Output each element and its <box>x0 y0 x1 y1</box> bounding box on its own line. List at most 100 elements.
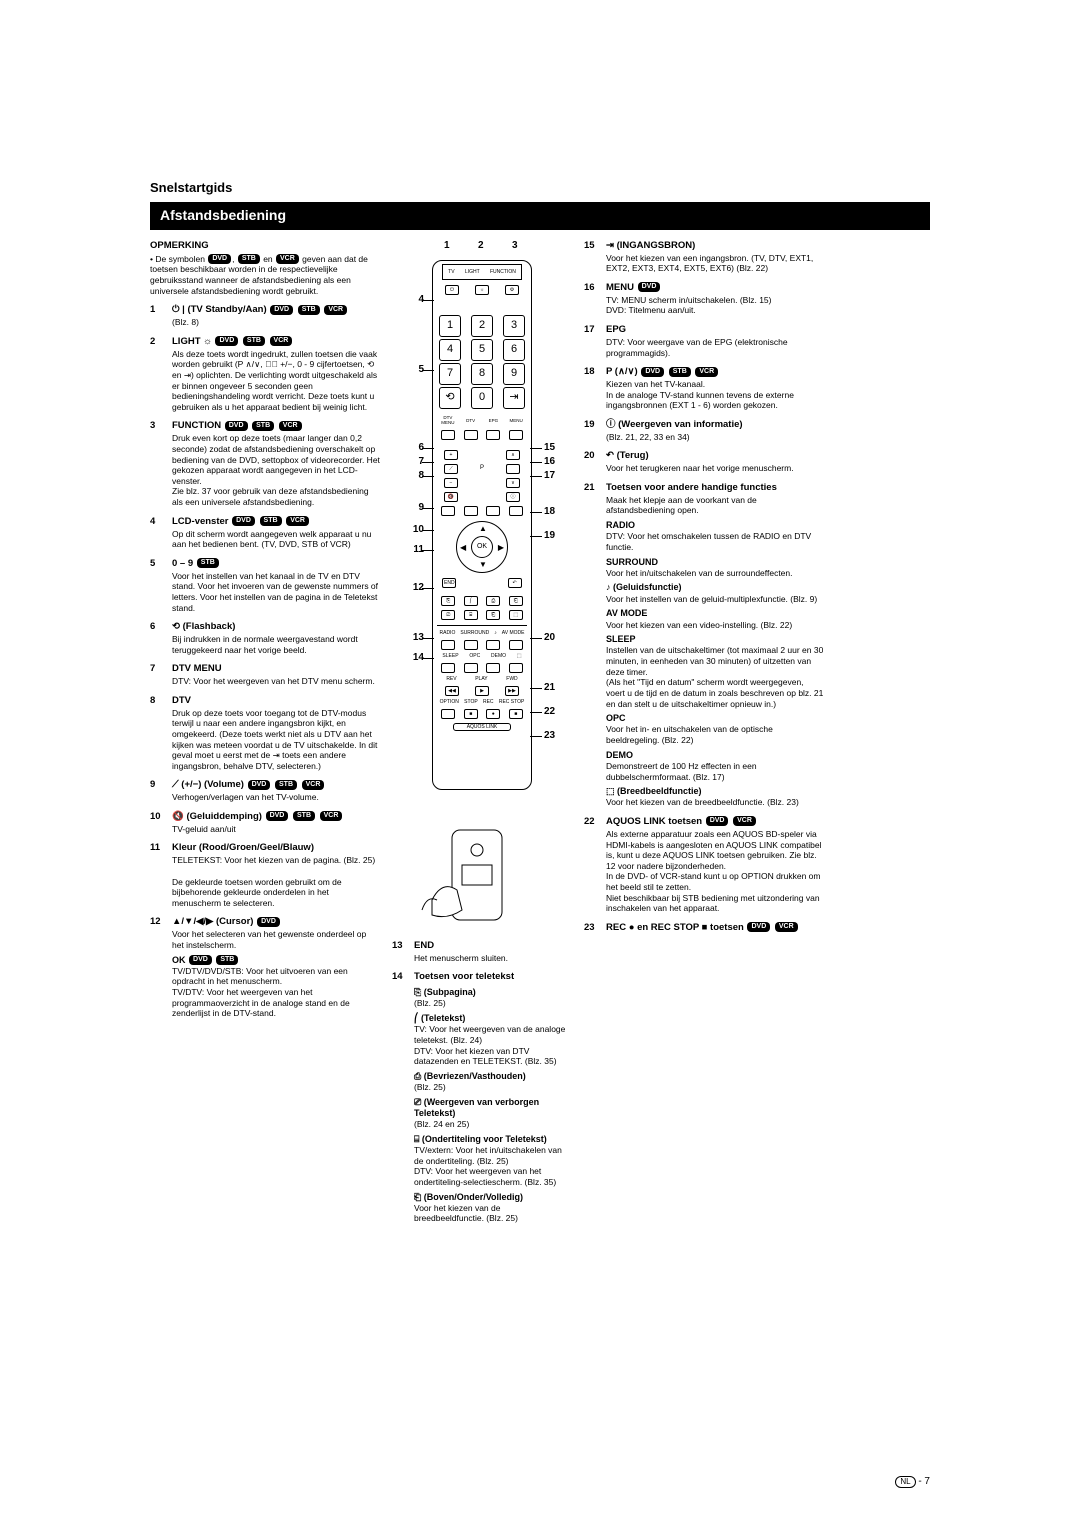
item-desc: Voor het selecteren van het gewenste ond… <box>172 929 380 950</box>
sub-item: OK DVD STB TV/DTV/DVD/STB: Voor het uitv… <box>172 955 380 1019</box>
item-title: END <box>414 940 572 952</box>
item-desc: DTV: Voor het weergeven van het DTV menu… <box>172 676 380 687</box>
item-title: ⓘ (Weergeven van informatie) <box>606 419 824 431</box>
item-desc: Verhogen/verlagen van het TV-volume. <box>172 792 380 803</box>
sub-desc: (Blz. 25) <box>414 998 572 1009</box>
leader <box>530 476 542 477</box>
callout-1: 1 <box>444 240 450 253</box>
item-desc: Als externe apparatuur zoals een AQUOS B… <box>606 829 824 914</box>
leader <box>530 688 542 689</box>
badge-vcr: VCR <box>276 254 299 264</box>
sub-desc: Voor het kiezen van een video-instelling… <box>606 620 824 631</box>
badge: VCR <box>270 336 293 346</box>
item-23: 23 REC ● en REC STOP ■ toetsen DVD VCR <box>584 922 824 935</box>
remote-color-btns <box>433 504 531 518</box>
callout-6: 6 <box>394 442 424 455</box>
callout-3: 3 <box>512 240 518 253</box>
badge: DVD <box>257 917 280 927</box>
item-title: 0 – 9 STB <box>172 558 380 570</box>
sub-desc: (Blz. 25) <box>414 1082 572 1093</box>
badge: DVD <box>225 421 248 431</box>
item-title: ⟲ (Flashback) <box>172 621 380 633</box>
item-number: 1 <box>150 304 172 328</box>
sub-desc: DTV: Voor het omschakelen tussen de RADI… <box>606 531 824 552</box>
item-number: 5 <box>150 558 172 613</box>
sub-title: ⎗ (Boven/Onder/Volledig) <box>414 1192 572 1203</box>
item-desc: Druk op deze toets voor toegang tot de D… <box>172 708 380 772</box>
badge: DVD <box>266 811 289 821</box>
badge: DVD <box>706 816 729 826</box>
callout-21: 21 <box>544 682 574 695</box>
sub-title: OK DVD STB <box>172 955 380 966</box>
item-number: 4 <box>150 516 172 550</box>
item-3: 3 FUNCTION DVD STB VCR Druk even kort op… <box>150 420 380 507</box>
sub-item: SLEEP Instellen van de uitschakeltimer (… <box>606 634 824 709</box>
item-22: 22 AQUOS LINK toetsen DVD VCR Als extern… <box>584 816 824 914</box>
sub-desc: Voor het in- en uitschakelen van de opti… <box>606 724 824 745</box>
item-7: 7 DTV MENU DTV: Voor het weergeven van h… <box>150 663 380 687</box>
sub-title: AV MODE <box>606 608 824 619</box>
item-desc: DTV: Voor weergave van de EPG (elektroni… <box>606 337 824 358</box>
badge: DVD <box>641 367 664 377</box>
badge: DVD <box>248 780 271 790</box>
item-19: 19 ⓘ (Weergeven van informatie) (Blz. 21… <box>584 419 824 443</box>
sub-title: ⎚ (Weergeven van verborgen Teletekst) <box>414 1097 572 1120</box>
leader <box>422 370 434 371</box>
sub-title: ⌸ (Ondertiteling voor Teletekst) <box>414 1134 572 1145</box>
sub-title: SURROUND <box>606 557 824 568</box>
callout-22: 22 <box>544 706 574 719</box>
callout-16: 16 <box>544 456 574 469</box>
leader <box>422 476 434 477</box>
remote-diagram: 1 2 3 TV LIGHT FUNCTION ⏻☼⚙ 123 456 789 <box>392 240 572 810</box>
page-footer: NL - 7 <box>895 1476 930 1489</box>
item-14: 14 Toetsen voor teletekst ⎘ (Subpagina) … <box>392 971 572 1224</box>
callout-23: 23 <box>544 730 574 743</box>
item-desc: Kiezen van het TV-kanaal.In de analoge T… <box>606 379 824 411</box>
badge: STB <box>293 811 315 821</box>
item-desc: (Blz. 8) <box>172 317 380 328</box>
remote-teletext-btns: ⎘⎛⎙⎗ <box>433 594 531 608</box>
badge: STB <box>197 558 219 568</box>
item-desc: TV-geluid aan/uit <box>172 824 380 835</box>
badge: VCR <box>286 516 309 526</box>
item-4: 4 LCD-venster DVD STB VCR Op dit scherm … <box>150 516 380 550</box>
item-20: 20 ↶ (Terug) Voor het terugkeren naar he… <box>584 450 824 474</box>
callout-19: 19 <box>544 530 574 543</box>
sub-item: ⎙ (Bevriezen/Vasthouden) (Blz. 25) <box>414 1071 572 1093</box>
item-desc: TV: MENU scherm in/uitschakelen. (Blz. 1… <box>606 295 824 316</box>
callout-17: 17 <box>544 470 574 483</box>
item-6: 6 ⟲ (Flashback) Bij indrukken in de norm… <box>150 621 380 655</box>
sub-title: OPC <box>606 713 824 724</box>
sub-desc: TV/DTV/DVD/STB: Voor het uitvoeren van e… <box>172 966 380 1019</box>
leader <box>530 736 542 737</box>
sub-desc: Voor het in/uitschakelen van de surround… <box>606 568 824 579</box>
sub-title: ⬚ (Breedbeeldfunctie) <box>606 786 824 797</box>
opmerking-pre: De symbolen <box>155 254 207 264</box>
column-middle: 1 2 3 TV LIGHT FUNCTION ⏻☼⚙ 123 456 789 <box>392 240 572 1232</box>
remote-ok-ring: ▲ ▼ ◀ ▶ OK <box>456 521 508 573</box>
sub-desc: Voor het instellen van de geluid-multipl… <box>606 594 824 605</box>
item-number: 13 <box>392 940 414 964</box>
badge: DVD <box>189 955 212 965</box>
sub-title: RADIO <box>606 520 824 531</box>
item-title: 🔇 (Geluiddemping) DVD STB VCR <box>172 811 380 823</box>
column-left: OPMERKING • De symbolen DVD, STB en VCR … <box>150 240 380 1232</box>
leader <box>530 638 542 639</box>
leader <box>530 462 542 463</box>
item-title: ⇥ (INGANGSBRON) <box>606 240 824 252</box>
column-right: 15 ⇥ (INGANGSBRON) Voor het kiezen van e… <box>584 240 824 1232</box>
leader <box>422 658 434 659</box>
badge: DVD <box>270 305 293 315</box>
callout-14: 14 <box>394 652 424 665</box>
leader <box>530 536 542 537</box>
item-number: 9 <box>150 779 172 803</box>
opmerking-heading: OPMERKING <box>150 240 380 252</box>
item-5: 5 0 – 9 STB Voor het instellen van het k… <box>150 558 380 613</box>
item-11: 11 Kleur (Rood/Groen/Geel/Blauw) TELETEK… <box>150 842 380 908</box>
callout-12: 12 <box>394 582 424 595</box>
callout-18: 18 <box>544 506 574 519</box>
item-desc: Maak het klepje aan de voorkant van de a… <box>606 495 824 516</box>
item-16: 16 MENU DVD TV: MENU scherm in/uitschake… <box>584 282 824 316</box>
badge: STB <box>298 305 320 315</box>
badge: VCR <box>733 816 756 826</box>
